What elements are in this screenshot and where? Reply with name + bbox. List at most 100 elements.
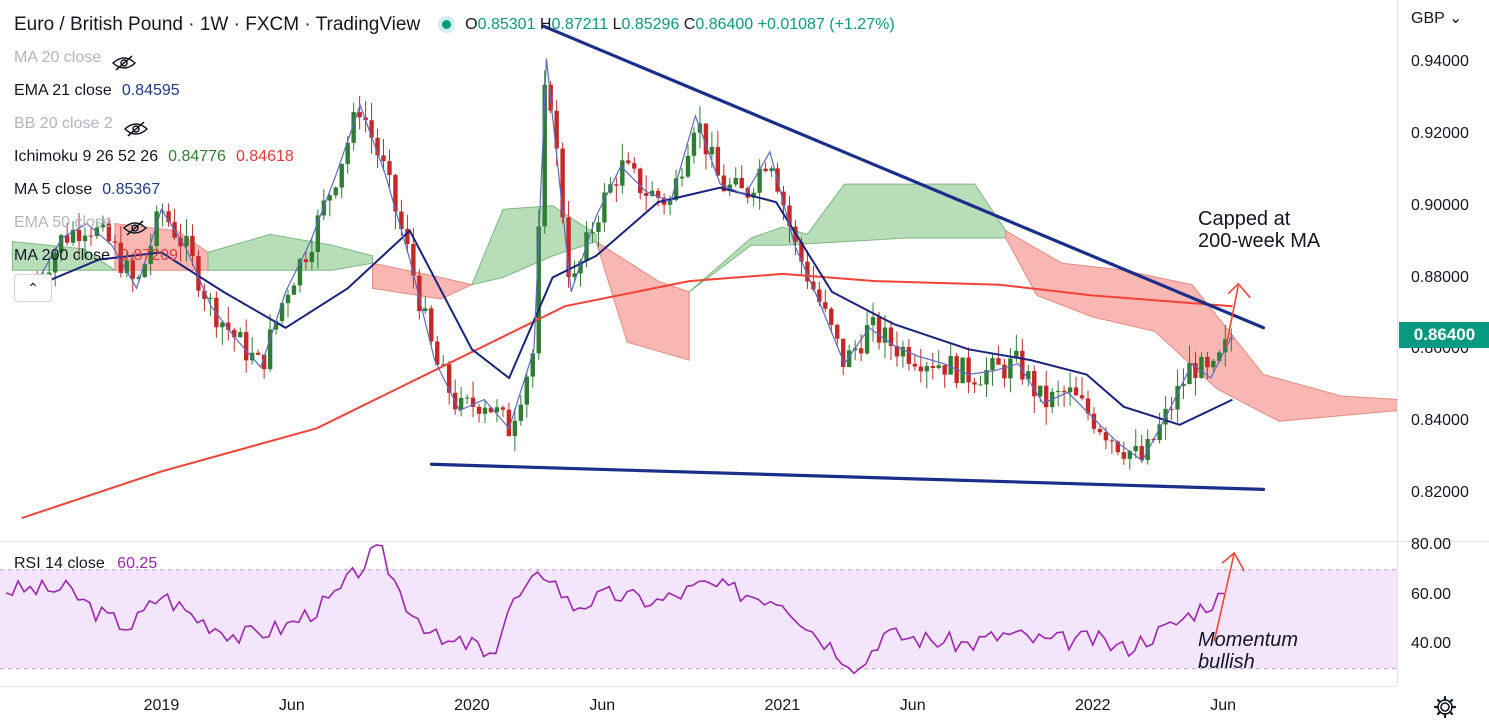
candle-body [894,345,900,357]
rsi-legend[interactable]: RSI 14 close 60.25 [14,555,158,572]
candle-body [590,232,595,234]
time-tick-label: 2021 [764,697,801,714]
candle-body [620,160,625,186]
price-axis[interactable]: GBP ⌄ 0.94000 0.92000 0.90000 0.88000 0.8600… [1397,0,1489,686]
legend-ema21[interactable]: EMA 21 close 0.84595 [14,82,180,99]
candle-body [208,297,213,299]
candle-body [124,260,130,274]
candle-body [255,352,261,355]
candle-body [685,155,691,177]
rsi-band [0,569,1397,669]
candle-body [1193,363,1198,378]
candle-body [1205,356,1210,368]
candle-body [1085,398,1091,414]
legend-ma20[interactable]: MA 20 close [14,41,895,74]
candle-body [817,289,822,303]
candle-body [524,376,530,405]
candle-body [76,229,82,242]
price-tick-label: 0.92000 [1411,124,1469,142]
candle-body [709,146,715,155]
candle-body [1026,371,1031,380]
candle-body [423,308,428,312]
candle-body [870,317,876,326]
candle-body [829,308,834,325]
rsi-tick-label: 60.00 [1411,585,1452,603]
legend-ema-hidden[interactable]: EMA 50 close [14,206,895,239]
candle-body [1103,432,1109,441]
eye-slash-icon[interactable] [122,215,148,236]
candle-body [888,327,894,346]
candle-body [244,332,249,361]
candle-body [554,110,559,149]
annotation-capped: Capped at 200-week MA [1198,208,1321,252]
candle-body [1223,339,1228,353]
candle-body [763,168,768,172]
ohlc-values: O0.85301 H0.87211 L0.85296 C0.86400 +0.0… [465,16,895,33]
time-tick-label: 2022 [1074,697,1111,714]
candle-body [1038,385,1043,397]
ma200-line [21,272,1233,520]
candle-body [196,256,201,291]
price-pane[interactable]: Euro / British Pound · 1W · FXCM · Tradi… [0,0,1401,541]
candle-body [1175,385,1180,410]
candle-body [781,191,786,206]
candle-body [673,178,679,200]
pane-separator[interactable] [0,541,1489,542]
candle-body [626,160,631,164]
candle-body [1055,390,1061,392]
candle-body [130,260,135,279]
chart-title: Euro / British Pound · 1W · FXCM · Tradi… [14,14,421,35]
candle-body [1109,440,1115,442]
candle-body [846,350,852,367]
eye-slash-icon[interactable] [111,50,137,71]
candle-body [841,338,846,367]
candle-body [1079,395,1085,399]
candle-body [446,364,452,393]
candle-body [1043,385,1049,408]
time-tick-label: Jun [1210,697,1237,714]
candle-body [178,237,183,247]
time-tick-label: Jun [278,697,305,714]
candle-body [1181,384,1186,386]
legend-bb[interactable]: BB 20 close 2 [14,107,895,140]
candle-body [190,235,195,257]
eye-slash-icon[interactable] [123,116,149,137]
price-tick-label: 0.90000 [1411,196,1469,214]
legend-collapse-button[interactable]: ⌃ [14,274,52,302]
price-chart[interactable] [0,0,1401,541]
legend-ichimoku[interactable]: Ichimoku 9 26 52 26 0.84776 0.84618 [14,148,294,165]
rsi-chart[interactable] [0,541,1397,686]
candle-body [924,366,929,372]
candle-body [960,357,965,384]
candle-body [142,263,147,278]
time-axis[interactable]: 2019 Jun 2020 Jun 2021 Jun 2022 Jun [0,686,1397,726]
rsi-pane[interactable]: RSI 14 close 60.25 Momentum bullish [0,541,1397,686]
legend-ma200[interactable]: MA 200 close 0.87209 [14,247,178,264]
candle-body [655,190,661,198]
candle-body [369,120,374,138]
indicator-lines [21,58,1234,520]
price-tick-label: 0.84000 [1411,412,1469,430]
legend-ma5[interactable]: MA 5 close 0.85367 [14,181,161,198]
currency-selector[interactable]: GBP ⌄ [1411,10,1463,27]
momentum-arrow [1213,551,1245,642]
trendline-support [429,462,1266,492]
candle-body [852,348,858,351]
candle-body [393,175,398,212]
candle-body [494,407,500,413]
candle-body [291,285,297,295]
settings-gear-icon[interactable] [1432,694,1458,720]
candle-body [805,261,810,282]
candle-body [1008,358,1013,379]
candle-body [375,137,380,156]
candle-body [972,382,977,385]
candle-body [52,252,58,273]
annotation-momentum: Momentum bullish [1198,629,1299,673]
trendlines[interactable] [429,24,1266,492]
candle-body [739,177,744,189]
candle-body [1020,350,1025,380]
cloud-segment-red [595,240,690,361]
candle-body [769,168,774,172]
candle-body [512,420,518,437]
candle-body [106,223,112,242]
